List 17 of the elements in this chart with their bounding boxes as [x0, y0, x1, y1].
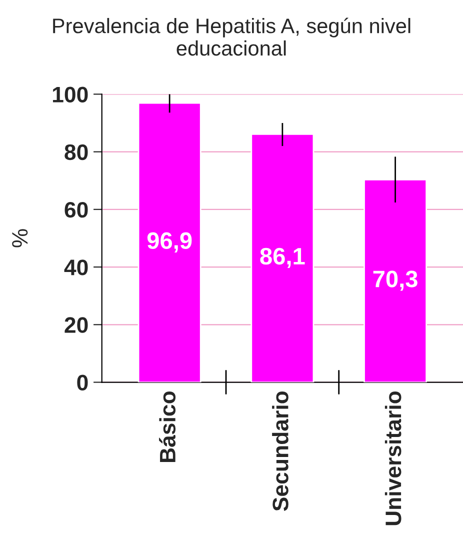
bar — [138, 102, 202, 382]
bar — [364, 179, 428, 382]
data-label: 70,3 — [373, 270, 418, 291]
y-tick-label: 40 — [64, 260, 88, 276]
y-tick-label: 100 — [52, 86, 88, 102]
x-tick-label: Secundario — [272, 391, 288, 511]
y-tick-label: 60 — [64, 202, 88, 218]
y-axis-title: % — [12, 229, 28, 248]
data-label: 86,1 — [260, 248, 305, 268]
chart-title: Prevalencia de Hepatitis A, según nivel educacional — [53, 18, 410, 56]
bar — [250, 134, 314, 382]
x-tick-label: Básico — [159, 391, 176, 462]
y-tick-label: 0 — [77, 374, 88, 391]
y-tick-label: 20 — [64, 317, 88, 333]
data-label: 96,9 — [147, 232, 192, 252]
x-tick-label: Universitario — [384, 391, 402, 526]
y-tick-label: 80 — [64, 144, 88, 160]
